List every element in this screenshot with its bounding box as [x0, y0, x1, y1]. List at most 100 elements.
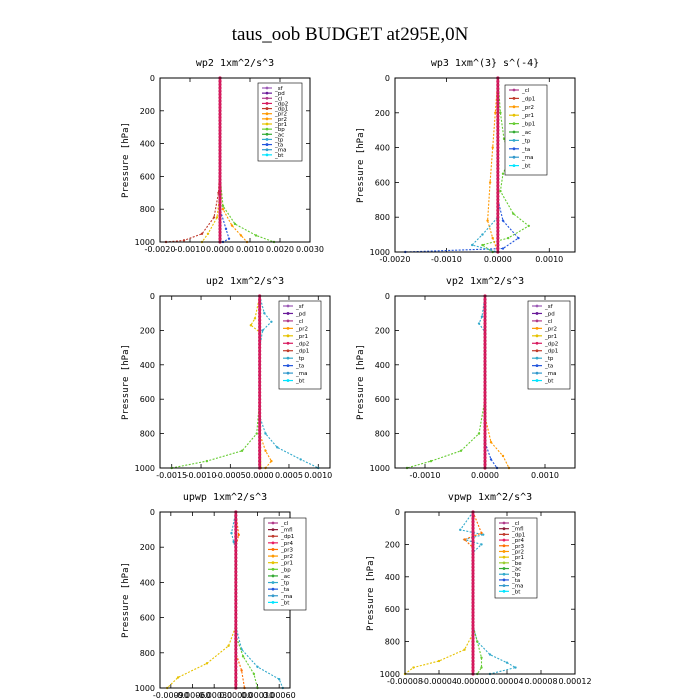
- panel-3: up2 1xm^2/s^3 Pressure [hPa] 0 200 400 600 800…: [121, 276, 332, 480]
- legend-entry: _bp: [274, 127, 285, 133]
- panels-group: wp2 1xm^2/s^3 Pressure [hPa] 0 200 400 600 800…: [121, 58, 592, 700]
- zero-profile-marker: [234, 661, 238, 665]
- zero-profile-marker: [471, 520, 475, 524]
- series-point-pr2: [488, 181, 492, 184]
- y-axis-label: Pressure [hPa]: [121, 562, 131, 638]
- legend-entry: _tp: [274, 137, 284, 143]
- zero-profile-marker: [234, 623, 238, 627]
- legend-marker: [265, 86, 269, 90]
- legend-entry: _pr4: [511, 538, 525, 544]
- zero-profile-marker: [483, 376, 487, 381]
- series-point-ta: [517, 236, 520, 240]
- x-tick-label: -0.0010: [410, 471, 441, 480]
- series-point-bp: [459, 449, 463, 452]
- zero-profile-marker: [471, 662, 475, 666]
- zero-profile-marker: [234, 601, 238, 606]
- zero-profile-marker: [218, 96, 222, 100]
- zero-profile-marker: [218, 161, 222, 165]
- zero-profile-marker: [496, 170, 500, 174]
- legend-entry: _bt: [280, 600, 290, 606]
- zero-profile-marker: [234, 535, 238, 539]
- legend-box: [278, 300, 322, 390]
- x-tick-label: 0.0010: [236, 245, 264, 254]
- zero-profile-marker: [496, 121, 500, 125]
- legend-box: [527, 300, 571, 390]
- zero-profile-marker: [483, 315, 487, 319]
- zero-profile-marker: [234, 675, 238, 680]
- y-tick-label: 400: [140, 140, 155, 149]
- zero-profile-marker: [471, 513, 475, 517]
- zero-profile-marker: [234, 538, 238, 542]
- zero-profile-marker: [218, 178, 222, 182]
- x-tick-label: 0.0000: [471, 471, 499, 480]
- zero-profile-marker: [496, 111, 500, 115]
- zero-profile-marker: [483, 425, 487, 429]
- zero-profile-marker: [496, 236, 500, 240]
- legend-marker: [502, 550, 506, 553]
- series-point-tp: [276, 446, 279, 449]
- legend-entry: _ma: [521, 155, 533, 161]
- zero-profile-marker: [483, 438, 487, 443]
- y-tick-label: 600: [140, 395, 155, 404]
- panel-5: upwp 1xm^2/s^3 Pressure [hPa] 0 200 400 600 80…: [121, 492, 307, 700]
- zero-profile-marker: [483, 370, 487, 374]
- y-tick-label: 200: [140, 107, 155, 116]
- y-tick-label: 800: [375, 430, 390, 439]
- zero-profile-marker: [483, 428, 487, 432]
- legend-entry: _bt: [274, 153, 284, 159]
- legend-marker: [502, 527, 506, 531]
- zero-profile-marker: [258, 462, 262, 467]
- x-tick-label: 0.0000: [484, 255, 512, 264]
- series-point-pr3: [463, 538, 466, 541]
- zero-profile-marker: [218, 207, 222, 211]
- zero-profile-marker: [496, 208, 500, 212]
- legend-marker: [286, 326, 290, 330]
- zero-profile-marker: [234, 644, 238, 648]
- zero-profile-marker: [496, 198, 500, 202]
- zero-profile-marker: [234, 570, 238, 574]
- y-tick-label: 1000: [380, 670, 400, 679]
- zero-profile-marker: [234, 679, 238, 683]
- legend: _sf_pd _cl_pr2 _pr1_dp2 _dp1_tp _ta_ma _bt: [527, 300, 571, 390]
- zero-profile-marker: [258, 356, 262, 360]
- legend-marker: [265, 127, 269, 131]
- y-tick-label: 800: [140, 649, 155, 658]
- legend-entry: _ma: [280, 594, 292, 600]
- y-tick-label: 800: [375, 213, 390, 222]
- y-axis-label: Pressure [hPa]: [121, 122, 131, 198]
- zero-profile-marker: [496, 132, 500, 136]
- zero-profile-marker: [218, 230, 222, 234]
- series-point-pr1: [412, 666, 415, 669]
- zero-profile-marker: [234, 633, 238, 637]
- y-tick-label: 800: [140, 205, 155, 214]
- zero-profile-marker: [496, 219, 500, 223]
- series-point-bp: [252, 672, 256, 676]
- series-point-tp: [480, 543, 483, 546]
- legend-entry: _ac: [521, 130, 531, 136]
- zero-profile-marker: [471, 627, 475, 631]
- zero-profile-marker: [483, 346, 487, 350]
- zero-profile-marker: [258, 376, 262, 381]
- zero-profile-marker: [218, 204, 222, 208]
- panel-6: vpwp 1xm^2/s^3 Pressure [hPa] 0 200 400 600 80…: [366, 492, 592, 686]
- zero-profile-marker: [471, 549, 475, 553]
- zero-profile-marker: [218, 122, 222, 126]
- legend-entry: _bp1: [521, 122, 535, 128]
- zero-profile-marker: [218, 201, 222, 205]
- y-tick-label: 600: [140, 614, 155, 623]
- series-point-pr1: [253, 317, 257, 320]
- legend-entry: _mfl: [511, 527, 524, 533]
- zero-profile-marker: [483, 321, 487, 326]
- legend-marker: [512, 130, 516, 134]
- legend-marker: [286, 304, 290, 308]
- series-point-tp: [299, 458, 302, 461]
- series-point-bp: [255, 432, 258, 435]
- zero-profile-marker: [218, 197, 222, 201]
- series-point-tp: [264, 432, 267, 435]
- legend-marker: [271, 567, 275, 571]
- y-tick-label: 600: [385, 605, 400, 614]
- legend-entry: _sf: [544, 304, 554, 310]
- series-point-tp: [232, 540, 235, 544]
- legend-entry: _ac: [274, 132, 284, 138]
- zero-profile-marker: [234, 637, 238, 641]
